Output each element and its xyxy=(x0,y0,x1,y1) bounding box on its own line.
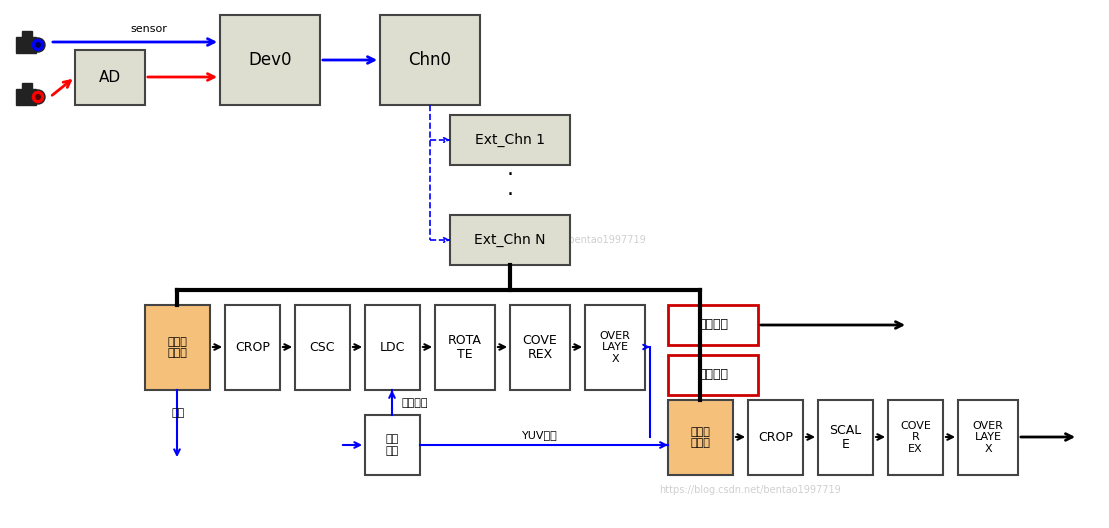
Text: 物理通道: 物理通道 xyxy=(698,318,728,332)
FancyBboxPatch shape xyxy=(450,115,570,165)
Text: ·: · xyxy=(507,185,513,205)
Text: COVE
REX: COVE REX xyxy=(522,334,558,362)
Text: CSC: CSC xyxy=(309,341,335,354)
FancyBboxPatch shape xyxy=(16,89,35,105)
Text: Dev0: Dev0 xyxy=(248,51,292,69)
Text: CROP: CROP xyxy=(759,431,793,444)
FancyBboxPatch shape xyxy=(435,305,495,390)
Text: 单色背景: 单色背景 xyxy=(401,398,428,408)
FancyBboxPatch shape xyxy=(888,400,943,475)
FancyBboxPatch shape xyxy=(747,400,803,475)
Circle shape xyxy=(35,42,41,48)
Circle shape xyxy=(31,90,45,104)
FancyBboxPatch shape xyxy=(220,15,321,105)
Text: OVER
LAYE
X: OVER LAYE X xyxy=(973,421,1004,454)
Text: AD: AD xyxy=(99,70,121,85)
FancyBboxPatch shape xyxy=(668,305,757,345)
FancyBboxPatch shape xyxy=(668,355,757,395)
FancyBboxPatch shape xyxy=(818,400,873,475)
FancyBboxPatch shape xyxy=(22,31,32,38)
Text: Chn0: Chn0 xyxy=(408,51,451,69)
Text: 扩展通道: 扩展通道 xyxy=(698,369,728,382)
FancyBboxPatch shape xyxy=(22,83,32,90)
Text: YUV图片: YUV图片 xyxy=(522,430,558,440)
Text: 用户
图片: 用户 图片 xyxy=(386,434,399,456)
FancyBboxPatch shape xyxy=(365,415,420,475)
FancyBboxPatch shape xyxy=(75,50,145,105)
FancyBboxPatch shape xyxy=(145,305,210,390)
FancyBboxPatch shape xyxy=(958,400,1018,475)
Text: 发送帧
率控制: 发送帧 率控制 xyxy=(691,427,711,448)
Text: CROP: CROP xyxy=(235,341,269,354)
FancyBboxPatch shape xyxy=(450,215,570,265)
Text: Ext_Chn 1: Ext_Chn 1 xyxy=(475,133,545,147)
FancyBboxPatch shape xyxy=(295,305,350,390)
Text: 采集帧
率控制: 采集帧 率控制 xyxy=(167,337,187,359)
Text: COVE
R
EX: COVE R EX xyxy=(901,421,930,454)
Circle shape xyxy=(35,94,41,100)
Text: ·: · xyxy=(507,165,513,185)
Text: ROTA
TE: ROTA TE xyxy=(448,334,482,362)
Text: Ext_Chn N: Ext_Chn N xyxy=(475,233,546,247)
FancyBboxPatch shape xyxy=(225,305,279,390)
FancyBboxPatch shape xyxy=(668,400,733,475)
FancyBboxPatch shape xyxy=(380,15,480,105)
Text: LDC: LDC xyxy=(379,341,405,354)
Text: OVER
LAYE
X: OVER LAYE X xyxy=(600,331,630,364)
Text: 丢帧: 丢帧 xyxy=(172,408,184,418)
FancyBboxPatch shape xyxy=(510,305,570,390)
Text: SCAL
E: SCAL E xyxy=(830,423,862,451)
Circle shape xyxy=(31,38,45,52)
Text: https://blog.csdn.net/bentao1997719: https://blog.csdn.net/bentao1997719 xyxy=(465,235,645,245)
FancyBboxPatch shape xyxy=(365,305,420,390)
FancyBboxPatch shape xyxy=(16,37,35,53)
Text: sensor: sensor xyxy=(130,24,166,34)
Text: https://blog.csdn.net/bentao1997719: https://blog.csdn.net/bentao1997719 xyxy=(659,485,841,495)
FancyBboxPatch shape xyxy=(586,305,645,390)
